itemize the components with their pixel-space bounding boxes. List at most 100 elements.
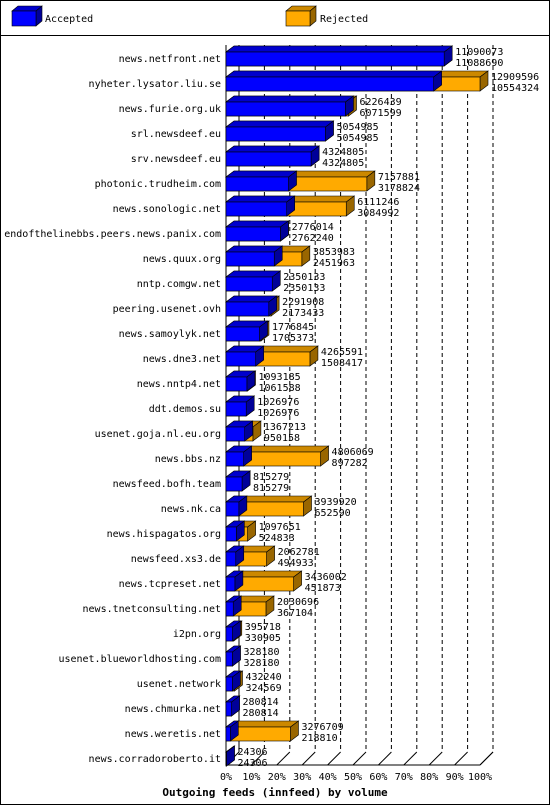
value-label: 2776014 [292,222,334,233]
category-label: ddt.demos.su [149,404,221,415]
category-label: news.sonologic.net [113,204,221,215]
value-label: 897282 [332,458,368,469]
value-label: 280814 [243,708,279,719]
value-label: 4265591 [321,347,363,358]
value-label: 1093185 [259,372,301,383]
value-label: 6071599 [360,108,402,119]
value-label: 24306 [237,747,267,758]
bar [225,276,273,292]
category-label: i2pn.org [173,629,221,640]
bar [225,726,231,742]
bar [225,701,232,717]
value-label: 4806069 [332,447,374,458]
x-tick-label: 70% [395,772,413,783]
bar-top [225,145,320,153]
category-label: srv.newsdeef.eu [131,154,221,165]
value-label: 367104 [277,608,313,619]
value-label: 950158 [264,433,300,444]
bar [225,301,270,317]
x-tick-label: 10% [242,772,260,783]
bar [225,376,248,392]
tick-mark [327,751,341,766]
value-label: 2291908 [282,297,324,308]
category-label: news.chmurka.net [125,704,221,715]
tick-mark [454,751,468,766]
value-label: 432240 [246,672,282,683]
value-label: 3276709 [301,722,343,733]
value-label: 3084992 [357,208,399,219]
tick-mark [251,751,265,766]
value-label: 328180 [243,658,279,669]
bar [225,326,260,342]
value-label: 451873 [305,583,341,594]
value-label: 3853983 [313,247,355,258]
category-label: endofthelinebbs.peers.news.panix.com [4,229,221,240]
value-label: 6111246 [357,197,399,208]
tick-mark [403,751,418,766]
category-label: srl.newsdeef.eu [131,129,221,140]
x-tick-label: 100% [468,772,492,783]
value-label: 2762240 [292,233,334,244]
value-label: 2350133 [283,283,325,294]
bar [225,101,346,117]
category-label: news.furie.org.uk [119,104,221,115]
category-label: nyheter.lysator.liu.se [89,79,221,90]
bar-top [225,95,355,103]
category-label: news.tcpreset.net [119,579,221,590]
category-label: news.netfront.net [119,54,221,65]
value-label: 2173433 [282,308,324,319]
bar-top [225,295,278,303]
bar-top [225,70,443,78]
category-label: news.nk.ca [161,504,221,515]
category-label: news.hispagatos.org [107,529,221,540]
category-label: newsfeed.xs3.de [131,554,221,565]
value-label: 2350133 [283,272,325,283]
bar [225,676,233,692]
bar [225,501,240,517]
bar-top [225,195,296,203]
legend-label: Accepted [45,14,93,25]
value-label: 3939920 [315,497,357,508]
tick-mark [479,751,494,766]
value-label: 2030696 [277,597,319,608]
value-label: 1705373 [272,333,314,344]
value-label: 6226439 [360,97,402,108]
value-label: 3436002 [305,572,347,583]
value-label: 330905 [245,633,281,644]
value-label: 1026976 [257,408,299,419]
category-label: photonic.trudheim.com [95,179,221,190]
value-label: 11088690 [455,58,503,69]
tick-mark [378,751,392,766]
x-tick-label: 20% [268,772,286,783]
value-label: 1061588 [259,383,301,394]
value-label: 280814 [243,697,279,708]
bar [225,176,289,192]
value-label: 12909596 [491,72,539,83]
bar [225,476,243,492]
bar-top [225,45,454,53]
legend-label: Rejected [320,14,368,25]
value-label: 24306 [237,758,267,769]
bar [225,526,237,542]
category-label: news.corradoroberto.it [89,754,221,765]
x-tick-label: 0% [220,772,232,783]
value-label: 395718 [245,622,281,633]
bar [225,226,281,242]
value-label: 494933 [278,558,314,569]
bar [225,601,234,617]
tick-mark [276,751,291,766]
legend-swatch [11,10,37,27]
value-label: 815279 [253,472,289,483]
value-label: 7157881 [378,172,420,183]
category-label: newsfeed.bofh.team [113,479,221,490]
bar [225,626,233,642]
chart-title: Outgoing feeds (innfeed) by volume [162,786,388,799]
bar [225,401,247,417]
category-label: news.bbs.nz [155,454,221,465]
value-label: 1367213 [264,422,306,433]
bar-top [225,270,282,278]
bar [225,51,445,67]
category-label: news.nntp4.net [137,379,221,390]
bar [225,126,326,142]
